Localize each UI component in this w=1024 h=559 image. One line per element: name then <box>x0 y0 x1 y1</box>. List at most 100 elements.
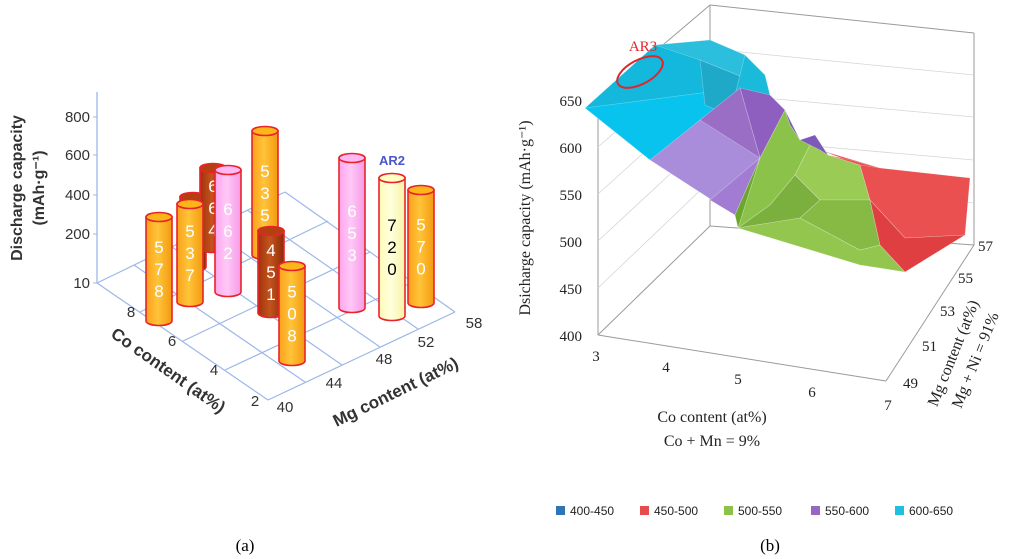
bar-top <box>378 172 406 184</box>
legend-item-450-500: 450-500 <box>640 504 698 518</box>
b-annotation-ar3: AR3 <box>629 39 657 55</box>
bar-body <box>278 265 306 367</box>
a-mg-tick-52: 52 <box>418 334 435 351</box>
b-z-tick-500: 500 <box>560 235 583 251</box>
bar-label-digit: 6 <box>208 177 217 196</box>
bar-label-digit: 5 <box>260 162 269 181</box>
bar-label-digit: 8 <box>287 327 296 346</box>
bar-body <box>145 216 173 327</box>
legend-label: 550-600 <box>825 504 869 518</box>
legend-label: 600-650 <box>909 504 953 518</box>
bar-top <box>338 152 366 164</box>
a-mg-tick-48: 48 <box>376 351 393 368</box>
bar-label-digit: 6 <box>347 202 356 221</box>
bar-662: 6 6 2 <box>214 164 242 298</box>
bar-top <box>278 260 306 272</box>
a-z-tick-200: 200 <box>65 226 90 243</box>
a-mg-label: Mg content (at%) <box>330 354 461 431</box>
b-z-tick-600: 600 <box>560 141 583 157</box>
legend-item-400-450: 400-450 <box>556 504 614 518</box>
a-co-tick-8: 8 <box>127 304 135 321</box>
b-x-label-2: Co + Mn = 9% <box>664 433 760 450</box>
bar-label-digit: 5 <box>287 283 296 302</box>
b-x-tick-5: 5 <box>734 372 742 388</box>
a-annotation-ar2: AR2 <box>379 153 405 168</box>
bar-label-digit: 6 <box>223 222 232 241</box>
b-z-tick-400: 400 <box>560 329 583 345</box>
bar-label-digit: 7 <box>154 260 163 279</box>
b-x-label: Co content (at%) <box>657 409 766 426</box>
a-z-tick-400: 400 <box>65 187 90 204</box>
panel-b-chart: AR3 650 600 550 500 450 400 Dsicharge ca… <box>517 4 1003 518</box>
bar-537: 5 3 7 <box>176 198 204 308</box>
bar-label-digit: 0 <box>416 260 425 279</box>
bar-578: 5 7 8 <box>145 211 173 327</box>
bar-label-digit: 5 <box>260 206 269 225</box>
a-co-tick-6: 6 <box>168 333 176 350</box>
legend-swatch <box>556 506 565 515</box>
bar-570: 5 7 0 <box>407 184 435 309</box>
a-co-tick-4: 4 <box>210 362 218 379</box>
bar-top <box>176 198 204 210</box>
legend-swatch <box>895 506 904 515</box>
b-y-tick-55: 55 <box>958 271 973 287</box>
bar-top <box>145 211 173 223</box>
legend-label: 400-450 <box>570 504 614 518</box>
legend-item-500-550: 500-550 <box>724 504 782 518</box>
legend-label: 450-500 <box>654 504 698 518</box>
b-z-tick-550: 550 <box>560 188 583 204</box>
bar-720: 7 2 0 <box>378 172 406 322</box>
b-y-tick-53: 53 <box>940 304 955 320</box>
bar-label-digit: 4 <box>266 241 275 260</box>
bar-label-digit: 7 <box>387 216 396 235</box>
a-z-tick-600: 600 <box>65 147 90 164</box>
bar-label-digit: 4 <box>208 221 217 240</box>
b-x-tick-4: 4 <box>662 360 670 376</box>
bar-label-digit: 3 <box>185 244 194 263</box>
bar-label-digit: 5 <box>154 238 163 257</box>
b-y-tick-51: 51 <box>922 339 937 355</box>
caption-a: (a) <box>236 536 255 555</box>
a-mg-tick-44: 44 <box>326 375 343 392</box>
bar-top <box>251 125 279 137</box>
bar-label-digit: 5 <box>266 263 275 282</box>
bar-top <box>257 225 285 237</box>
bar-label-digit: 2 <box>223 244 232 263</box>
bar-label-digit: 6 <box>223 200 232 219</box>
bar-label-digit: 2 <box>387 238 396 257</box>
bar-top <box>407 184 435 196</box>
bar-label-digit: 5 <box>347 224 356 243</box>
b-annotation-ellipse <box>616 55 664 89</box>
bar-label-digit: 3 <box>260 184 269 203</box>
a-z-ticks <box>93 116 97 284</box>
legend-label: 500-550 <box>738 504 782 518</box>
bar-508: 5 0 8 <box>278 260 306 367</box>
b-z-tick-650: 650 <box>560 94 583 110</box>
legend-item-600-650: 600-650 <box>895 504 953 518</box>
b-x-tick-6: 6 <box>808 385 816 401</box>
panel-a-chart: 800 600 400 200 10 Discharge capacity (m… <box>9 92 482 431</box>
bar-label-digit: 6 <box>208 199 217 218</box>
bar-label-digit: 0 <box>387 260 396 279</box>
bar-label-digit: 5 <box>416 216 425 235</box>
bar-body <box>176 203 204 308</box>
b-y-tick-49: 49 <box>903 376 918 392</box>
legend-swatch <box>724 506 733 515</box>
caption-b: (b) <box>760 536 780 555</box>
legend-swatch <box>811 506 820 515</box>
bar-body <box>407 189 435 309</box>
a-bars: 4664535662537578653720570451508 <box>145 125 435 367</box>
bar-top <box>214 164 242 176</box>
bar-label-digit: 0 <box>287 305 296 324</box>
bar-body <box>338 157 366 314</box>
legend-swatch <box>640 506 649 515</box>
bar-653: 6 5 3 <box>338 152 366 314</box>
legend-item-550-600: 550-600 <box>811 504 869 518</box>
a-mg-tick-58: 58 <box>466 315 483 332</box>
bar-label-digit: 5 <box>185 222 194 241</box>
a-z-label-line2: (mAh·g⁻¹) <box>31 150 48 225</box>
a-z-label-line1: Discharge capacity <box>9 115 26 261</box>
b-legend: 400-450 450-500 500-550 550-600 600-650 <box>556 504 953 518</box>
